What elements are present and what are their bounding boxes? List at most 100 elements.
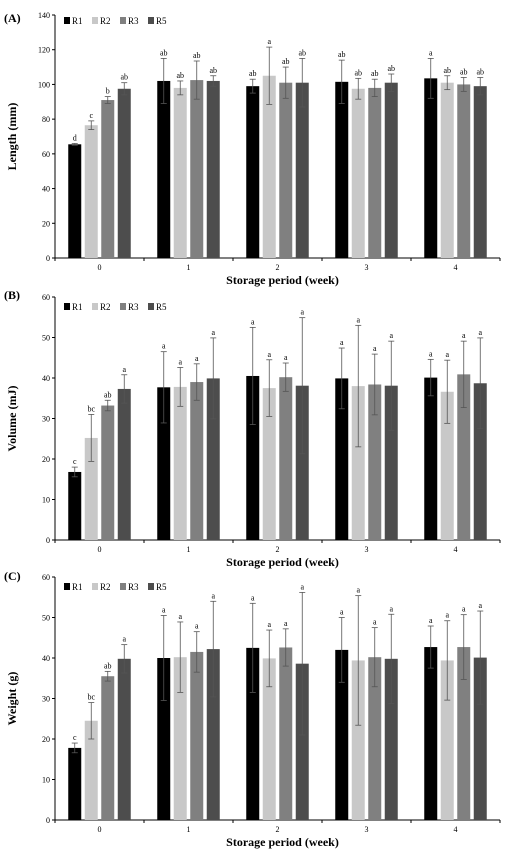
significance-letter: ab [338,50,346,59]
x-axis-title: Storage period (week) [226,835,339,849]
bar [84,125,98,258]
bar [279,647,293,820]
y-axis-title: Length (mm) [5,103,19,171]
y-tick-label: 0 [46,536,50,545]
x-tick-label: 0 [98,545,102,554]
x-tick-label: 1 [187,825,191,834]
bar [295,663,309,820]
significance-letter: a [300,308,304,317]
significance-letter: a [429,616,433,625]
significance-letter: a [389,604,393,613]
y-tick-label: 60 [42,293,50,302]
significance-letter: a [122,365,126,374]
bar [117,658,131,820]
significance-letter: ab [476,67,484,76]
legend-label: R3 [128,582,139,592]
significance-letter: a [462,605,466,614]
significance-letter: a [478,328,482,337]
bar [190,651,204,820]
significance-letter: a [162,605,166,614]
bar [206,378,220,540]
bar [190,382,204,540]
bar [440,660,454,820]
legend-label: R5 [156,16,167,26]
bar [295,82,309,258]
significance-letter: ab [282,57,290,66]
x-axis-title: Storage period (week) [226,555,339,569]
bar [157,387,171,540]
y-tick-label: 60 [42,150,50,159]
bar [424,78,438,258]
y-tick-label: 40 [42,374,50,383]
bar [246,375,260,540]
significance-letter: ab [160,48,168,57]
legend-label: R2 [100,582,111,592]
y-axis-title: Weight (g) [5,672,19,726]
y-tick-label: 20 [42,219,50,228]
bar [335,649,349,820]
legend-swatch [64,303,70,310]
bar [351,386,365,540]
significance-letter: a [445,350,449,359]
legend-label: R2 [100,302,111,312]
significance-letter: a [445,611,449,620]
significance-letter: a [373,344,377,353]
bar [68,747,82,820]
significance-letter: ab [298,48,306,57]
significance-letter: a [267,620,271,629]
y-tick-label: 0 [46,816,50,825]
bar [190,80,204,258]
significance-letter: a [267,37,271,46]
significance-letter: ab [443,66,451,75]
significance-letter: c [89,111,93,120]
significance-letter: ab [249,69,257,78]
significance-letter: a [195,354,199,363]
significance-letter: ab [460,67,468,76]
bar [262,658,276,820]
bar [173,386,187,540]
y-tick-label: 60 [42,573,50,582]
significance-letter: a [162,342,166,351]
significance-letter: a [122,635,126,644]
bar [206,80,220,258]
x-tick-label: 4 [454,825,458,834]
bar [457,647,471,820]
significance-letter: c [73,457,77,466]
significance-letter: a [356,315,360,324]
bar [246,86,260,259]
bar [101,676,115,820]
legend-label: R5 [156,582,167,592]
significance-letter: a [356,586,360,595]
legend-swatch [120,17,126,24]
y-tick-label: 50 [42,614,50,623]
bar [101,100,115,258]
panel-label: (A) [4,11,21,25]
significance-letter: ab [120,73,128,82]
bar [262,75,276,258]
significance-letter: bc [87,693,95,702]
x-tick-label: 4 [454,545,458,554]
x-tick-label: 2 [276,825,280,834]
bar [101,405,115,540]
bar [68,471,82,540]
significance-letter: a [284,353,288,362]
bar [117,88,131,259]
bar [157,658,171,820]
x-axis-title: Storage period (week) [226,273,339,287]
x-tick-label: 2 [276,545,280,554]
bar [246,647,260,820]
bar [457,374,471,540]
bar [84,437,98,540]
bar [157,80,171,258]
bar [457,84,471,258]
legend-label: R1 [72,16,83,26]
bar [440,391,454,540]
legend-swatch [92,17,98,24]
bar [117,388,131,540]
bar [279,82,293,258]
y-tick-label: 30 [42,415,50,424]
chart-panel-c: (C) 0 10 20 30 40 50 60 0 1 2 3 4 Storage period (wee… [4,569,501,849]
significance-letter: c [73,733,77,742]
legend-label: R2 [100,16,111,26]
bar [351,660,365,820]
